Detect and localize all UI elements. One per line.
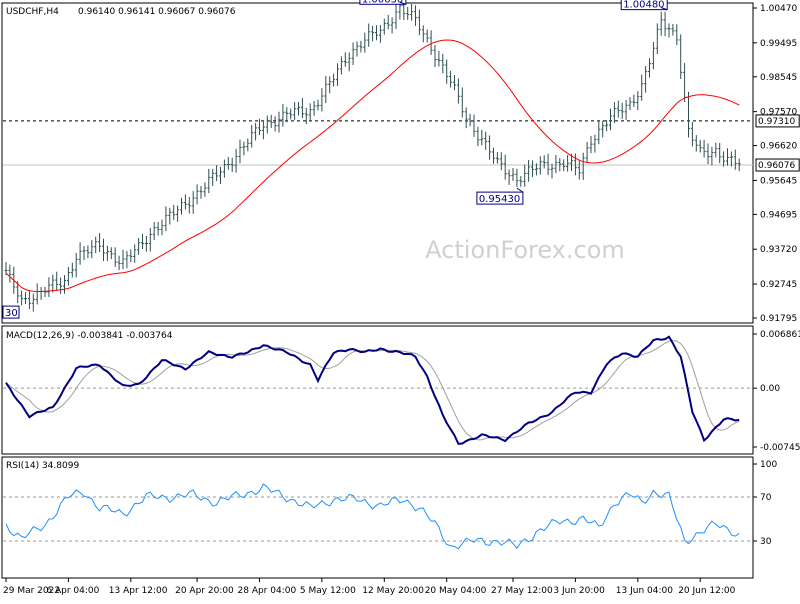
ohlc-readout: 0.96140 0.96141 0.96067 0.96076 [78, 7, 236, 17]
rsi-line [5, 483, 740, 550]
candlestick-series [4, 0, 741, 312]
price-tick-label: 1.00470 [760, 4, 797, 14]
annotation-label: 1.00480 [623, 0, 664, 11]
macd-tick-label: 0.006861 [760, 330, 800, 340]
price-tick-label: 0.93720 [760, 245, 797, 255]
rsi-axis: 100 70 30 [753, 460, 777, 547]
time-tick-label: 13 Jun 04:00 [616, 586, 673, 596]
rsi-tick-label: 30 [760, 537, 772, 547]
rsi-tick-label: 100 [760, 460, 777, 470]
price-tick-label: 0.96620 [760, 142, 797, 152]
watermark: ActionForex.com [425, 236, 625, 264]
annotation-leader [399, 1, 407, 5]
time-tick-label: 13 Apr 12:00 [109, 586, 168, 596]
macd-axis: 0.006861 0.00 -0.007454 [753, 330, 800, 453]
current-price-label: 0.96076 [758, 161, 795, 171]
price-tick-label: 0.99495 [760, 39, 797, 49]
macd-series [5, 335, 740, 445]
annotation-leader [516, 187, 524, 193]
price-panel-frame [1, 2, 754, 324]
rsi-panel-frame [1, 456, 754, 579]
time-tick-label: 20 Apr 20:00 [175, 586, 234, 596]
time-tick-label: 20 Jun 12:00 [678, 586, 735, 596]
time-tick-label: 28 Apr 04:00 [238, 586, 297, 596]
rsi-tick-label: 70 [760, 493, 772, 503]
annotation-label: 0.95430 [479, 194, 520, 205]
price-annotations: 1.00630 0.95430 1.00480 30 [2, 0, 668, 319]
macd-tick-label: -0.007454 [760, 443, 800, 453]
macd-panel-frame [1, 325, 754, 455]
price-tick-label: 0.92745 [760, 280, 797, 290]
time-tick-label: 3 Jun 20:00 [553, 586, 605, 596]
time-tick-label: 29 Mar 2022 [3, 586, 60, 596]
price-tick-label: 0.98545 [760, 73, 797, 83]
rsi-series [5, 483, 740, 550]
annotation-label: 30 [5, 308, 18, 319]
macd-tick-label: 0.00 [760, 384, 780, 394]
time-tick-label: 12 May 20:00 [362, 586, 424, 596]
annotation-label: 1.00630 [362, 0, 403, 5]
annotation-leader [661, 7, 668, 11]
price-tick-label: 0.91795 [760, 314, 797, 324]
time-tick-label: 5 May 12:00 [300, 586, 356, 596]
time-tick-label: 27 May 12:00 [491, 586, 553, 596]
annotation-box [2, 305, 20, 319]
price-tick-label: 0.95645 [760, 176, 797, 186]
annotation-box [359, 0, 407, 5]
price-reference-lines [3, 120, 753, 166]
price-overlays [5, 39, 740, 292]
moving-average-line [5, 39, 740, 292]
macd-title: MACD(12,26,9) -0.003841 -0.003764 [6, 331, 173, 341]
rsi-levels [3, 496, 753, 542]
symbol-label: USDCHF,H4 [6, 7, 59, 17]
time-tick-label: 6 Apr 04:00 [46, 586, 99, 596]
current-price-label-box [755, 158, 800, 172]
time-tick-label: 20 May 04:00 [425, 586, 487, 596]
annotation-box [620, 0, 668, 11]
horizontal-level-label-box [755, 114, 800, 128]
price-axis: 1.00470 0.99495 0.98545 0.97570 0.96620 0.956… [753, 4, 800, 324]
macd-line [5, 335, 740, 445]
price-tick-label: 0.94695 [760, 210, 797, 220]
horizontal-level-label: 0.97310 [758, 117, 795, 127]
price-tick-label: 0.97570 [760, 108, 797, 118]
rsi-title: RSI(14) 34.8099 [6, 461, 79, 471]
annotation-box [476, 191, 524, 205]
